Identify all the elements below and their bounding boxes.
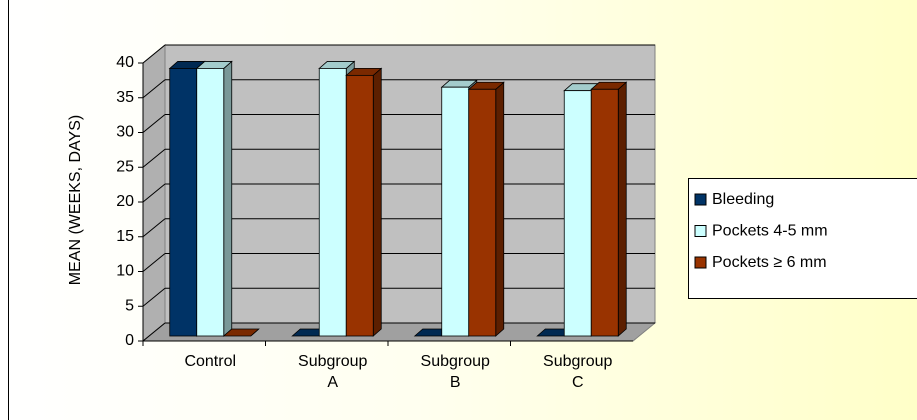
y-tick-label: 25 (116, 158, 134, 175)
grid-line-side (142, 322, 166, 342)
bar-front (196, 68, 225, 337)
legend-label: Pockets 4-5 mm (712, 223, 828, 240)
y-tick-label: 15 (116, 228, 134, 245)
bar (195, 60, 233, 337)
grid-line-side (142, 218, 166, 238)
grid-line-side (142, 253, 166, 272)
grid-line-side (142, 79, 166, 99)
bar-top (222, 328, 260, 337)
y-tick-label: 20 (116, 193, 134, 210)
bar-front (441, 86, 470, 337)
bar-front (169, 68, 198, 337)
grid-line-side (142, 287, 166, 307)
bar (345, 67, 383, 337)
bar-front (563, 90, 592, 337)
legend-swatch (694, 256, 707, 269)
y-tick-label: 10 (116, 263, 134, 280)
x-tick-label: Subgroup C (543, 353, 613, 391)
bar-side (617, 81, 627, 337)
bar-front (345, 74, 374, 337)
y-tick-label: 0 (125, 332, 134, 349)
bar-side (223, 60, 233, 337)
grid-line-side (142, 148, 166, 168)
y-axis-label: MEAN (WEEKS, DAYS) (67, 115, 84, 285)
x-tick-label: Subgroup B (420, 353, 490, 391)
bar (467, 81, 505, 337)
bar-side (495, 81, 505, 337)
bar (590, 81, 628, 337)
legend-box (688, 178, 917, 299)
bar-front (590, 88, 619, 337)
legend-swatch (694, 225, 707, 237)
y-tick-label: 40 (116, 54, 134, 71)
grid-line-side (142, 44, 166, 64)
bar (222, 328, 260, 337)
grid-line-side (142, 114, 166, 133)
bar-side (372, 67, 382, 337)
y-tick-label: 30 (116, 124, 134, 141)
x-tick-label: Subgroup A (298, 353, 368, 391)
legend-swatch (694, 193, 707, 206)
y-tick-label: 35 (116, 89, 134, 106)
grid-line-side (142, 183, 166, 203)
bar-front (468, 88, 497, 337)
legend-label: Bleeding (712, 191, 774, 208)
legend-label: Pockets ≥ 6 mm (712, 254, 827, 271)
bar-front (318, 68, 347, 337)
y-tick-label: 5 (125, 297, 134, 314)
x-tick-label: Control (184, 353, 237, 370)
